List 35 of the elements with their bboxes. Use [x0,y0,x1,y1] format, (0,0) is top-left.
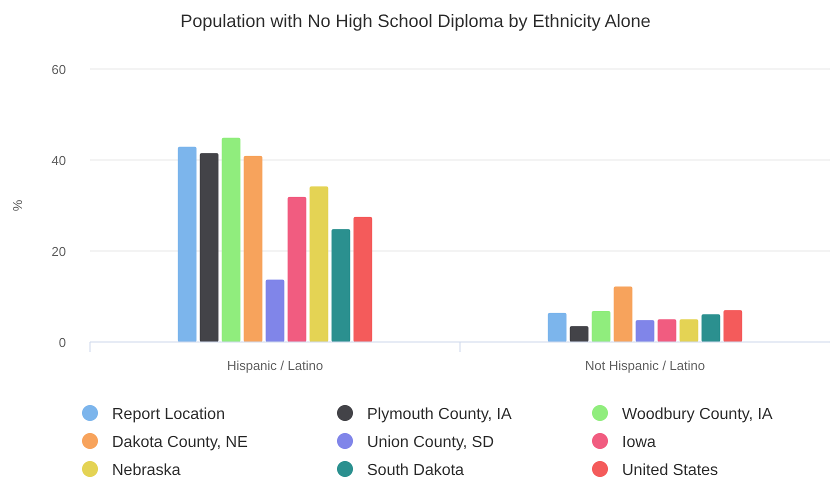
legend-label: Nebraska [112,462,181,478]
bar [266,280,284,342]
legend-label: Dakota County, NE [112,434,248,451]
bar [354,216,372,342]
y-tick-label: 0 [58,335,66,350]
bar [636,320,654,342]
bar [592,311,610,342]
legend-label: South Dakota [367,462,464,478]
legend-label: United States [622,462,718,478]
y-tick-label: 40 [52,153,66,168]
bar [548,312,566,342]
x-tick-label: Hispanic / Latino [226,358,324,373]
y-axis-title: % [10,199,25,212]
bar [702,314,720,342]
bar [288,196,306,342]
bar [244,156,262,342]
bar [614,286,632,342]
legend-label: Iowa [622,434,656,451]
legend-label: Union County, SD [367,434,494,451]
bar [658,319,676,342]
legend-label: Plymouth County, IA [367,406,512,423]
y-tick-label: 60 [52,62,66,77]
bar [178,146,196,342]
bar [332,229,350,342]
bar [310,186,328,342]
bar [200,153,218,342]
x-tick-label: Not Hispanic / Latino [585,358,705,373]
legend-label: Woodbury County, IA [622,406,773,423]
bar [724,310,742,342]
bar [570,326,588,342]
legend-label: Report Location [112,406,225,423]
chart-title: Population with No High School Diploma by Ethnicity Alone [180,11,651,31]
y-tick-label: 20 [52,244,66,259]
bar [680,319,698,342]
bar [222,138,240,342]
